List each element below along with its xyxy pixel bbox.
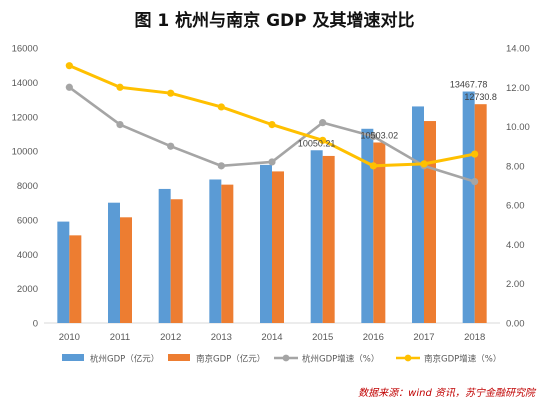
point-hangzhou-growth [116,121,124,129]
bar-nanjing-gdp [424,121,436,323]
legend-label: 南京GDP增速（%） [424,354,501,365]
bar-nanjing-gdp [272,171,284,323]
bar-hangzhou-gdp [108,202,120,323]
x-tick-label: 2012 [160,332,181,343]
bar-nanjing-gdp [474,104,487,323]
point-hangzhou-growth [369,132,377,140]
legend-label: 南京GDP（亿元） [196,354,265,365]
legend-swatch [62,354,84,361]
y-left-tick-label: 2000 [17,284,38,295]
y-right-tick-label: 8.00 [506,161,525,172]
y-left-tick-label: 4000 [17,250,38,261]
point-hangzhou-growth [217,162,225,170]
y-left-tick-label: 6000 [17,215,38,226]
legend-marker [404,354,412,362]
y-right-tick-label: 12.00 [506,83,530,94]
lines-layer [65,62,479,186]
x-tick-label: 2017 [413,332,434,343]
bars-layer [57,91,487,324]
x-tick-label: 2014 [261,332,282,343]
point-nanjing-growth [268,121,276,129]
x-tick-label: 2018 [464,332,485,343]
y-left-tick-label: 16000 [12,44,38,55]
y-right-tick-label: 4.00 [506,240,525,251]
bar-nanjing-gdp [221,184,234,323]
bar-nanjing-gdp [170,199,183,323]
legend-marker [282,354,290,362]
data-label: 10050.21 [298,138,336,148]
bar-nanjing-gdp [120,217,132,323]
chart-title: 图 1 杭州与南京 GDP 及其增速对比 [134,11,415,31]
point-nanjing-growth [65,62,73,70]
bar-hangzhou-gdp [57,221,70,323]
data-label: 13467.78 [450,80,488,90]
y-right-tick-label: 0.00 [506,319,525,330]
point-hangzhou-growth [65,83,73,91]
point-nanjing-growth [471,150,479,158]
point-nanjing-growth [420,160,428,168]
x-tick-label: 2010 [59,332,80,343]
x-tick-label: 2011 [110,332,130,343]
y-right-tick-label: 10.00 [506,122,530,133]
data-labels-layer: 10050.21 10503.02 13467.78 12730.8 [298,80,497,149]
point-nanjing-growth [217,103,225,111]
point-nanjing-growth [319,136,327,144]
x-tick-label: 2016 [363,332,384,343]
bar-hangzhou-gdp [361,128,374,323]
data-source-note: 数据来源：wind 资讯，苏宁金融研究院 [358,388,535,399]
y-left-tick-label: 14000 [12,78,38,89]
point-hangzhou-growth [268,158,276,166]
x-tick-label: 2015 [312,332,333,343]
legend-label: 杭州GDP（亿元） [90,354,159,365]
bar-hangzhou-gdp [310,150,323,323]
point-hangzhou-growth [319,119,327,127]
y-left-tick-label: 8000 [17,181,38,192]
y-right-tick-label: 2.00 [506,279,525,290]
point-nanjing-growth [116,83,124,91]
point-hangzhou-growth [167,142,175,150]
data-label: 12730.8 [464,92,497,102]
point-nanjing-growth [167,89,175,97]
x-tick-label: 2013 [211,332,232,343]
bar-hangzhou-gdp [412,106,424,323]
point-hangzhou-growth [471,177,479,186]
legend-swatch [168,354,190,361]
data-label: 10503.02 [361,130,399,140]
bar-nanjing-gdp [322,155,335,323]
y-left-tick-label: 12000 [12,112,38,123]
bar-nanjing-gdp [373,142,386,323]
legend-label: 杭州GDP增速（%） [302,354,379,365]
y-left-tick-label: 10000 [12,147,38,158]
point-nanjing-growth [369,162,377,170]
bar-nanjing-gdp [69,235,82,323]
y-right-tick-label: 6.00 [506,201,525,212]
bar-hangzhou-gdp [260,164,272,323]
y-right-tick-label: 14.00 [506,44,530,55]
bar-hangzhou-gdp [209,179,222,323]
bar-hangzhou-gdp [158,188,171,323]
bar-hangzhou-gdp [462,91,475,324]
legend: 杭州GDP（亿元） 南京GDP（亿元） 杭州GDP增速（%） 南京GDP增速（%） [62,354,501,365]
y-left-tick-label: 0 [33,319,38,330]
